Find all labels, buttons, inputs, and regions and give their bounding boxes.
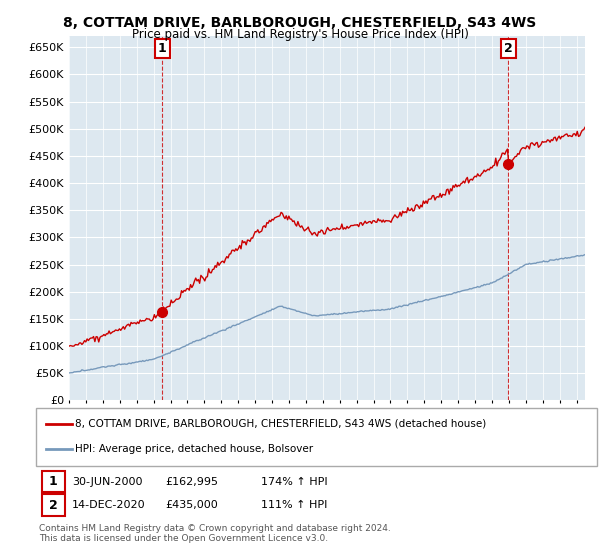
Text: £162,995: £162,995 <box>165 477 218 487</box>
Text: 2: 2 <box>504 42 512 55</box>
Text: HPI: Average price, detached house, Bolsover: HPI: Average price, detached house, Bols… <box>75 444 313 454</box>
Text: 111% ↑ HPI: 111% ↑ HPI <box>261 500 328 510</box>
Text: 8, COTTAM DRIVE, BARLBOROUGH, CHESTERFIELD, S43 4WS: 8, COTTAM DRIVE, BARLBOROUGH, CHESTERFIE… <box>64 16 536 30</box>
Text: 8, COTTAM DRIVE, BARLBOROUGH, CHESTERFIELD, S43 4WS (detached house): 8, COTTAM DRIVE, BARLBOROUGH, CHESTERFIE… <box>75 419 486 429</box>
Text: 30-JUN-2000: 30-JUN-2000 <box>72 477 143 487</box>
Text: 14-DEC-2020: 14-DEC-2020 <box>72 500 146 510</box>
Text: 1: 1 <box>158 42 166 55</box>
Text: £435,000: £435,000 <box>165 500 218 510</box>
Text: 174% ↑ HPI: 174% ↑ HPI <box>261 477 328 487</box>
Text: Contains HM Land Registry data © Crown copyright and database right 2024.
This d: Contains HM Land Registry data © Crown c… <box>39 524 391 543</box>
Text: Price paid vs. HM Land Registry's House Price Index (HPI): Price paid vs. HM Land Registry's House … <box>131 28 469 41</box>
Text: 2: 2 <box>49 498 58 512</box>
Text: 1: 1 <box>49 475 58 488</box>
